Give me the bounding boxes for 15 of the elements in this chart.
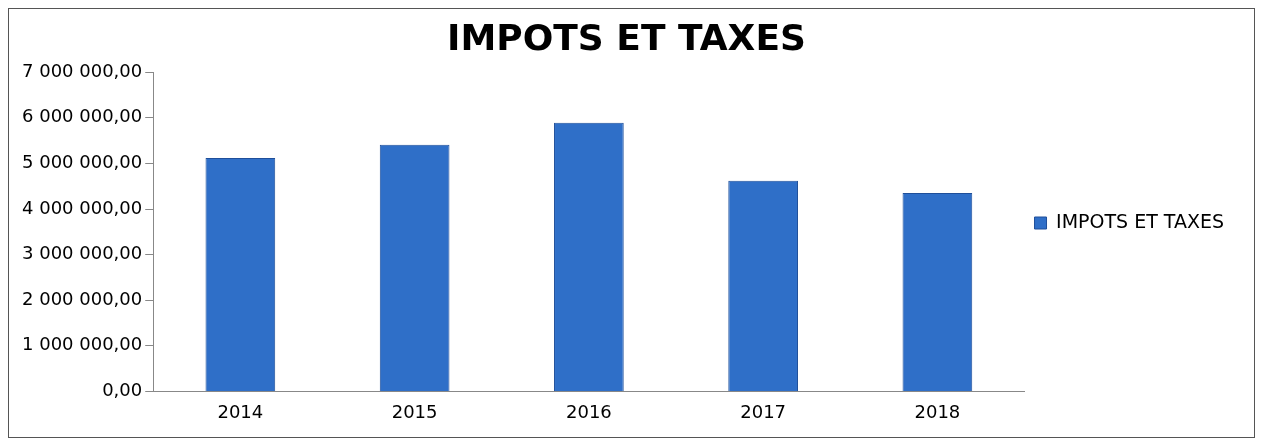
x-tick-label: 2017 xyxy=(740,400,787,422)
y-tick-label: 5 000 000,00 xyxy=(22,151,143,173)
x-tick-label: 2014 xyxy=(217,400,264,422)
y-tick-label: 2 000 000,00 xyxy=(22,287,143,309)
x-tick-label: 2015 xyxy=(391,400,438,422)
x-tick-label: 2018 xyxy=(914,400,961,422)
chart-title: IMPOTS ET TAXES xyxy=(447,16,806,58)
y-tick-label: 1 000 000,00 xyxy=(22,333,143,355)
legend-label: IMPOTS ET TAXES xyxy=(1056,209,1225,232)
y-tick-label: 4 000 000,00 xyxy=(22,196,143,218)
x-tick-label: 2016 xyxy=(565,400,612,422)
y-tick-label: 0,00 xyxy=(102,379,143,401)
y-tick-label: 7 000 000,00 xyxy=(22,59,143,81)
y-tick-label: 3 000 000,00 xyxy=(22,242,143,264)
y-tick-label: 6 000 000,00 xyxy=(22,105,143,127)
